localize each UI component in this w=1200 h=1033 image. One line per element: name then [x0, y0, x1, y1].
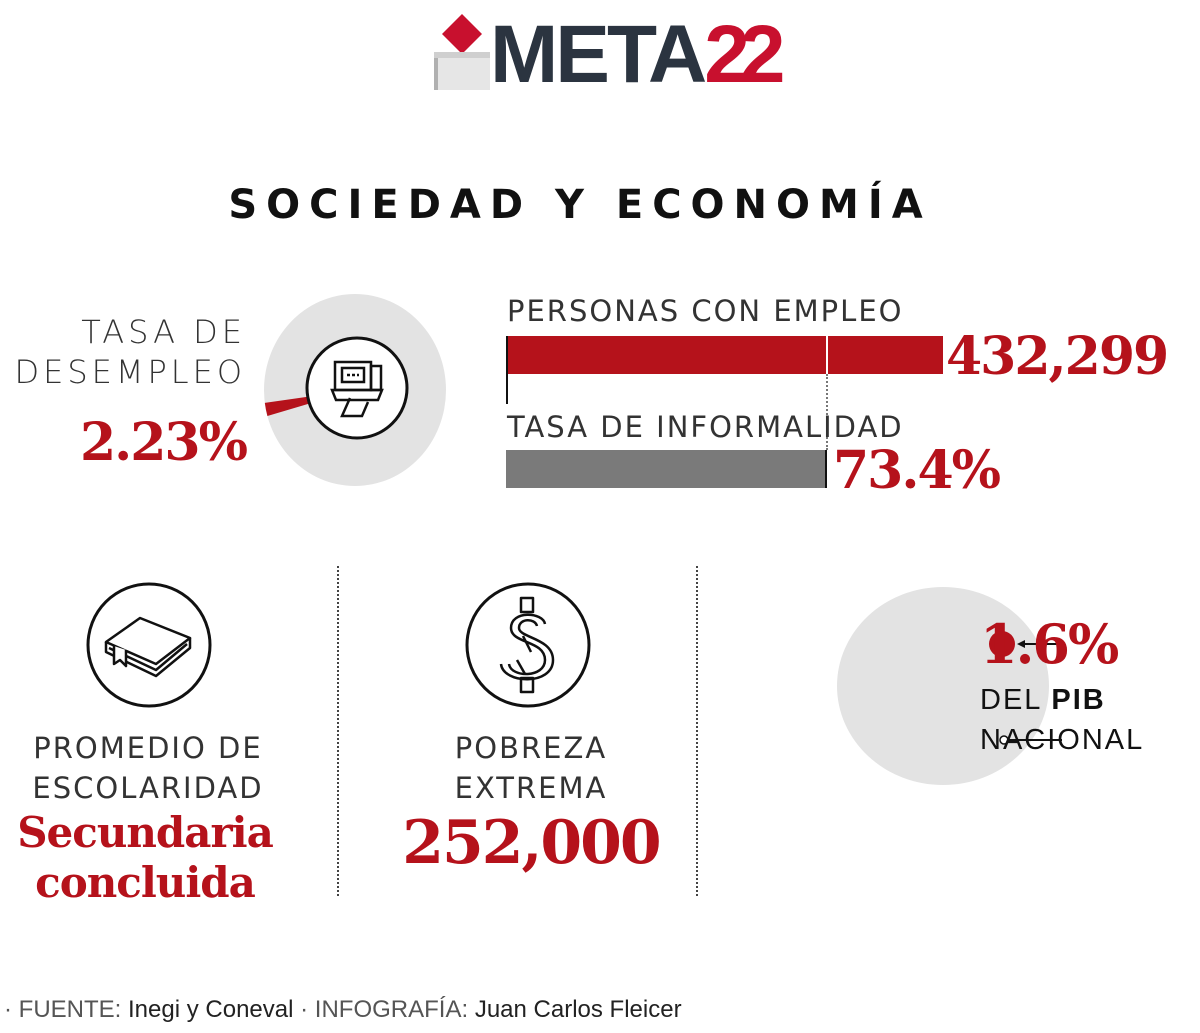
poverty-label-line2: EXTREMA: [454, 771, 608, 805]
footer-source-value: Inegi y Coneval: [128, 996, 294, 1023]
employment-label: PERSONAS CON EMPLEO: [507, 294, 904, 328]
ballot-box-icon: [434, 14, 490, 90]
footer-credits: · FUENTE: Inegi y Coneval · INFOGRAFÍA: …: [4, 996, 682, 1023]
dotted-separator: [337, 566, 339, 896]
gdp-pointer-arrow: [1017, 640, 1025, 648]
poverty-label-line1: POBREZA: [454, 731, 608, 765]
education-label-line1: PROMEDIO DE: [33, 731, 263, 765]
gdp-label-bold: PIB: [1051, 684, 1106, 716]
unemployment-pie-chart: [264, 294, 446, 486]
bar-axis-tick: [506, 336, 508, 404]
cash-register-icon: [330, 360, 384, 418]
employment-value: 432,299: [946, 326, 1169, 387]
dollar-icon: [465, 582, 591, 708]
education-value-line2: concluida: [35, 858, 256, 907]
employment-bar: [506, 336, 943, 374]
gdp-comparison-chart: [837, 587, 1062, 785]
logo-wordmark: META22: [490, 14, 785, 96]
section-title: SOCIEDAD Y ECONOMÍA: [228, 182, 932, 228]
education-label-line2: ESCOLARIDAD: [32, 771, 264, 805]
gdp-label-pre: DEL: [980, 684, 1052, 716]
bar-guide-line: [826, 374, 828, 450]
education-value-line1: Secundaria: [17, 808, 274, 857]
logo-word-main: META: [490, 9, 707, 100]
informality-label: TASA DE INFORMALIDAD: [507, 410, 904, 444]
gdp-label-line2: NACIONAL: [980, 724, 1145, 756]
footer-credit-key: INFOGRAFÍA:: [314, 996, 469, 1023]
footer-source-key: FUENTE:: [18, 996, 122, 1023]
dotted-separator: [696, 566, 698, 896]
state-gdp-dot: [989, 631, 1015, 657]
employment-bar-divider: [826, 336, 828, 374]
informality-bar: [506, 450, 826, 488]
poverty-label: POBREZA EXTREMA: [400, 728, 662, 808]
informality-value: 73.4%: [833, 440, 1001, 501]
informality-bar-end-tick: [825, 450, 827, 488]
unemployment-label-line2: DESEMPLEO: [14, 353, 246, 391]
logo-word-accent: 22: [704, 9, 785, 100]
education-value: Secundaria concluida: [0, 808, 290, 908]
gdp-label-line1: DEL PIB: [980, 680, 1144, 720]
poverty-value: 252,000: [402, 808, 661, 878]
unemployment-value: 2.23%: [79, 412, 248, 473]
unemployment-label: TASA DE DESEMPLEO: [0, 312, 246, 392]
book-icon: [86, 582, 212, 708]
gdp-value: 1.6%: [980, 612, 1119, 676]
icon-circle: [305, 336, 409, 440]
education-label: PROMEDIO DE ESCOLARIDAD: [0, 728, 296, 808]
footer-credit-value: Juan Carlos Fleicer: [474, 996, 682, 1023]
gdp-label: DEL PIB NACIONAL: [980, 680, 1144, 760]
unemployment-label-line1: TASA DE: [81, 313, 246, 351]
